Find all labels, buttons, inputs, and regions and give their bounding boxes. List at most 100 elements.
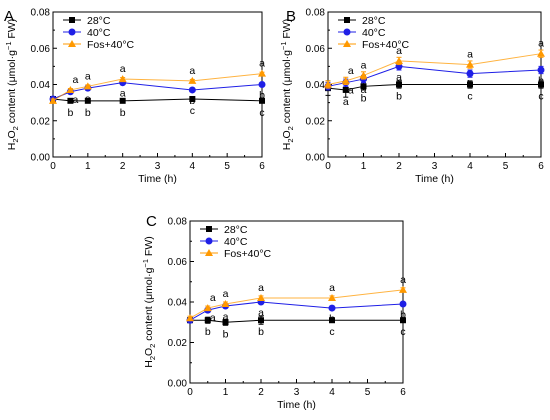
x-tick-label: 0 [187, 387, 193, 398]
x-tick-label: 6 [400, 387, 406, 398]
significance-label: c [538, 91, 543, 103]
significance-label: a [343, 96, 349, 108]
x-tick-label: 3 [155, 161, 161, 172]
y-tick-label: 0.04 [168, 298, 188, 309]
significance-label: a [189, 65, 195, 77]
data-point [83, 82, 92, 90]
significance-label: b [223, 328, 229, 340]
significance-label: a [467, 49, 473, 61]
y-tick-label: 0.06 [168, 257, 188, 268]
legend-label: 28°C [87, 15, 111, 27]
y-tick-label: 0.02 [31, 116, 51, 127]
data-point [396, 81, 402, 88]
significance-label: c [190, 105, 195, 117]
significance-label: b [205, 326, 211, 338]
significance-label: a [258, 307, 264, 319]
significance-label: c [259, 107, 264, 119]
x-tick-label: 5 [365, 387, 371, 398]
significance-label: a [120, 63, 126, 75]
significance-label: c [467, 91, 472, 103]
data-point [538, 81, 544, 88]
legend-marker [69, 17, 75, 23]
data-point [67, 97, 74, 104]
data-point [186, 314, 194, 322]
significance-label: a [72, 74, 78, 86]
data-point [400, 317, 406, 324]
significance-label: a [72, 94, 78, 106]
y-tick-label: 0.08 [306, 8, 326, 19]
significance-label: a [85, 93, 91, 105]
y-tick-label: 0.02 [168, 338, 188, 349]
data-point [537, 66, 545, 74]
legend-label: 40°C [87, 27, 111, 39]
significance-label: a [400, 274, 406, 286]
significance-label: b [467, 79, 473, 91]
x-axis-title: Time (h) [138, 173, 177, 185]
data-point [342, 86, 349, 93]
series-2: a aa aa [49, 58, 266, 104]
significance-label: b [67, 107, 73, 119]
significance-label: a [210, 292, 216, 304]
significance-label: b [361, 92, 367, 104]
data-point [360, 83, 367, 90]
data-point [467, 81, 473, 88]
significance-label: a [223, 288, 229, 300]
x-tick-label: 2 [258, 387, 264, 398]
data-point [118, 75, 127, 83]
x-tick-label: 5 [503, 161, 509, 172]
x-tick-label: 3 [432, 161, 438, 172]
x-tick-label: 1 [361, 161, 367, 172]
significance-label: b [85, 107, 91, 119]
panel-label: B [286, 8, 296, 25]
series-2: a aa aa [186, 274, 407, 322]
data-point [466, 60, 474, 68]
data-point [257, 293, 265, 301]
y-axis-title: H2O2 content (μmol·g−1 FW) [141, 236, 157, 368]
data-point [49, 96, 57, 104]
x-axis-title: Time (h) [277, 399, 316, 411]
legend-label: Fos+40°C [224, 248, 272, 260]
data-point [466, 70, 474, 78]
x-tick-label: 0 [50, 161, 56, 172]
significance-label: a [396, 71, 402, 83]
data-point [221, 300, 230, 308]
plot-frame [52, 11, 263, 158]
data-point [258, 69, 266, 77]
legend-label: Fos+40°C [87, 39, 135, 51]
significance-label: a [85, 70, 91, 82]
significance-label: a [223, 311, 229, 323]
significance-label: a [361, 59, 367, 71]
y-tick-label: 0.00 [168, 379, 188, 390]
significance-label: b [259, 90, 265, 102]
panel-label: C [146, 213, 157, 230]
significance-label: b [189, 95, 195, 107]
significance-label: a [259, 58, 265, 70]
significance-label: a [210, 312, 216, 324]
y-axis-title: H2O2 content (μmol·g−1 FW) [279, 19, 295, 151]
data-point [395, 56, 403, 64]
data-point [399, 285, 407, 293]
significance-label: b [258, 326, 264, 338]
chart-panel-b: B 0 1 2 3 4 5 6 0.00 0.02 0.04 0.06 0.08 Time (h) H2O2… [279, 8, 545, 185]
data-point [537, 49, 545, 57]
panel-label: A [4, 8, 14, 25]
data-point [259, 97, 265, 104]
x-tick-label: 2 [396, 161, 402, 172]
data-point [328, 293, 336, 301]
y-tick-label: 0.08 [168, 217, 188, 228]
chart-panel-a: A 0 1 2 3 4 5 6 0.00 0.02 0.04 0.06 0.08 Time (h) H2O2… [4, 8, 266, 185]
data-point [222, 319, 229, 326]
data-point [203, 304, 212, 312]
significance-label: a [396, 45, 402, 57]
data-point [328, 304, 336, 312]
legend-marker [205, 249, 213, 256]
series-line [327, 53, 542, 85]
legend-marker [205, 237, 213, 245]
legend-marker [343, 28, 351, 36]
data-point [258, 317, 264, 324]
